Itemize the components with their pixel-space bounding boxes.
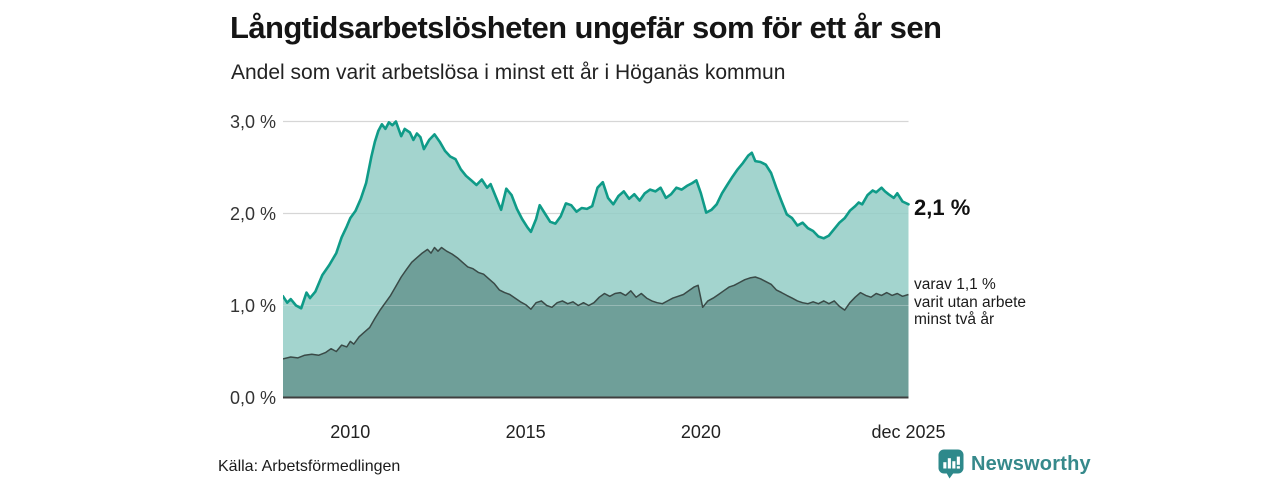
unemployment-area-chart: 2010 2015 2020 dec 2025 [283,120,946,442]
y-axis-label: 3,0 % [229,111,276,132]
area-unemployed-two-years [283,247,909,398]
end-value-label: 2,1 % [914,195,971,220]
source-label: Källa: Arbetsförmedlingen [218,458,401,475]
x-axis-label: 2015 [506,422,546,442]
y-axis-label: 2,0 % [229,203,276,224]
x-axis-label: 2010 [330,422,370,442]
end-note-line: minst två år [914,311,995,328]
x-axis-label: dec 2025 [871,422,945,442]
line-unemployed-two-years [283,246,909,360]
x-axis-label: 2020 [681,422,721,442]
y-axis-label: 1,0 % [229,295,276,316]
newsworthy-bar-chart-bubble-icon [938,449,964,479]
y-axis-label: 0,0 % [229,387,276,408]
end-note-line: varav 1,1 % [914,276,996,293]
end-note-line: varit utan arbete [914,293,1027,311]
chart-subtitle: Andel som varit arbetslösa i minst ett å… [231,61,786,84]
end-note: varav 1,1 % varit utan arbete minst två … [914,276,1026,329]
newsworthy-wordmark: Newsworthy [971,452,1091,475]
page-title: Långtidsarbetslösheten ungefär som för e… [230,10,942,45]
newsworthy-logo: Newsworthy [938,449,1091,479]
line-unemployed-one-year [283,120,910,310]
